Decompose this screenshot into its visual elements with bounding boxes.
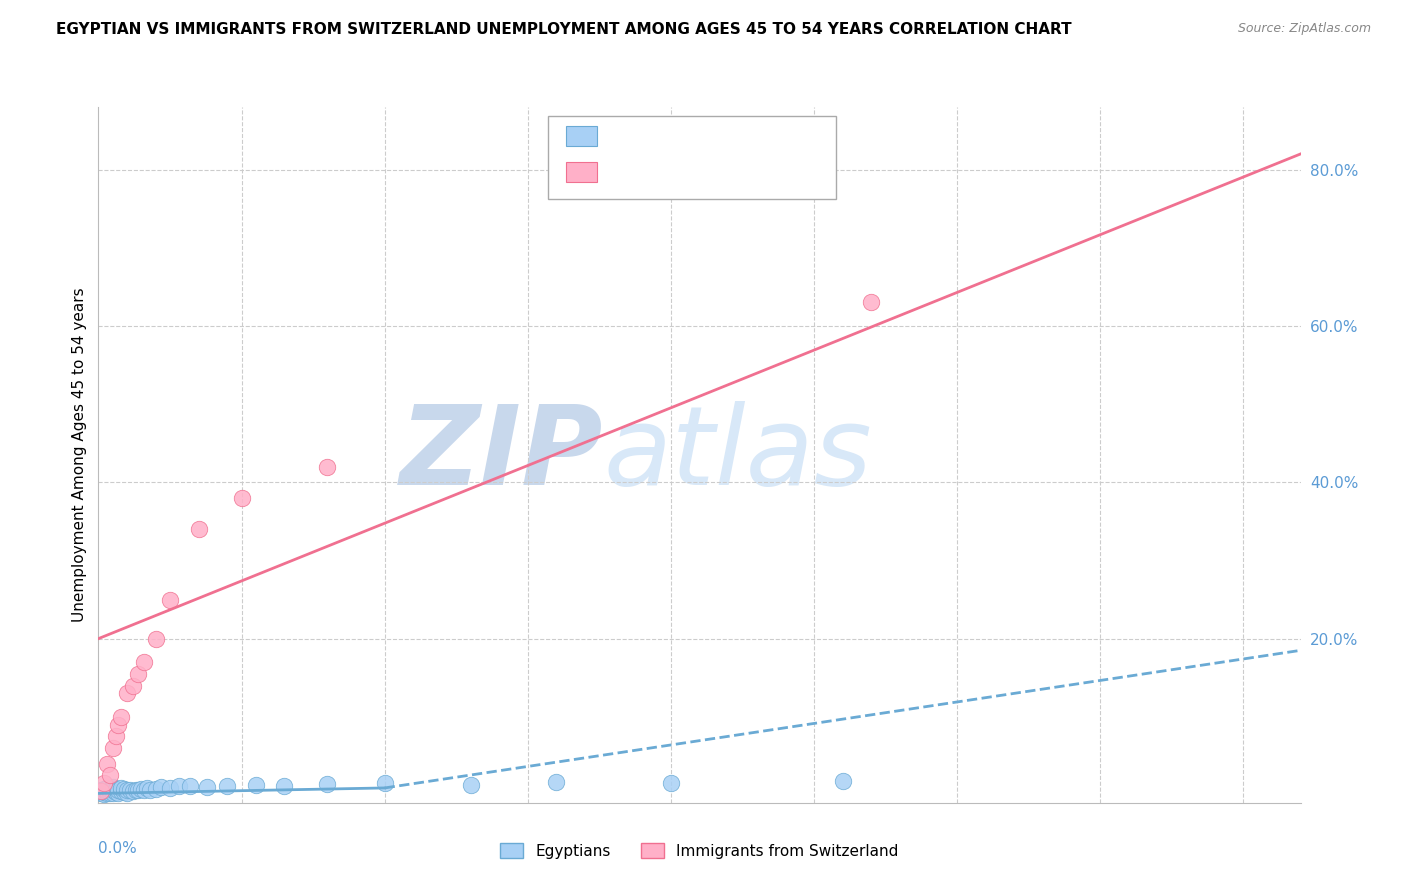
Point: [101, 783, 124, 797]
Point: [316, 459, 339, 474]
Point: [131, 781, 153, 796]
Point: [124, 782, 146, 797]
Point: [90, 786, 112, 800]
Point: [195, 780, 218, 794]
Point: [128, 666, 150, 681]
Point: [134, 782, 156, 797]
Point: [159, 780, 181, 795]
Point: [98, 782, 121, 797]
Point: [93, 776, 115, 790]
Point: [546, 775, 568, 789]
Point: [112, 781, 135, 796]
Point: [187, 522, 209, 536]
Text: EGYPTIAN VS IMMIGRANTS FROM SWITZERLAND UNEMPLOYMENT AMONG AGES 45 TO 54 YEARS C: EGYPTIAN VS IMMIGRANTS FROM SWITZERLAND …: [56, 22, 1071, 37]
Point: [460, 778, 482, 792]
Point: [110, 710, 132, 724]
Point: [145, 781, 167, 796]
Point: [110, 780, 132, 795]
Point: [118, 783, 141, 797]
Point: [136, 780, 159, 795]
Text: ZIP: ZIP: [399, 401, 603, 508]
Point: [115, 786, 138, 800]
Text: R = 0.324: R = 0.324: [605, 128, 688, 144]
Point: [115, 782, 138, 797]
Point: [134, 655, 156, 669]
Text: atlas: atlas: [603, 401, 872, 508]
Text: N = 18: N = 18: [717, 164, 775, 179]
Point: [110, 784, 132, 798]
Point: [90, 784, 112, 798]
Text: 0.0%: 0.0%: [98, 841, 138, 856]
Point: [659, 776, 682, 790]
Point: [101, 780, 124, 794]
Legend: Egyptians, Immigrants from Switzerland: Egyptians, Immigrants from Switzerland: [494, 837, 905, 864]
Point: [107, 782, 129, 797]
Point: [231, 491, 253, 505]
Point: [98, 786, 121, 800]
Point: [98, 768, 121, 782]
Point: [96, 780, 118, 795]
Point: [96, 784, 118, 798]
Text: Source: ZipAtlas.com: Source: ZipAtlas.com: [1237, 22, 1371, 36]
Point: [93, 787, 115, 801]
Point: [831, 773, 853, 788]
Point: [121, 784, 143, 798]
Point: [112, 785, 135, 799]
Point: [128, 783, 150, 797]
Point: [860, 295, 883, 310]
Point: [167, 779, 190, 793]
Point: [96, 786, 118, 800]
Point: [101, 741, 124, 756]
Point: [159, 592, 181, 607]
Point: [90, 783, 112, 797]
Point: [179, 780, 201, 794]
Point: [121, 679, 143, 693]
Point: [145, 632, 167, 646]
Point: [104, 781, 127, 796]
Point: [107, 717, 129, 731]
Point: [101, 786, 124, 800]
Point: [374, 776, 396, 790]
Text: N = 46: N = 46: [717, 128, 775, 144]
Point: [96, 756, 118, 771]
Point: [104, 785, 127, 799]
Point: [217, 779, 239, 793]
Point: [316, 777, 339, 791]
Point: [93, 781, 115, 796]
Point: [245, 778, 267, 792]
Point: [115, 686, 138, 700]
Y-axis label: Unemployment Among Ages 45 to 54 years: Unemployment Among Ages 45 to 54 years: [72, 287, 87, 623]
Point: [139, 783, 162, 797]
Point: [93, 785, 115, 799]
Point: [273, 779, 295, 793]
Point: [150, 780, 173, 794]
Text: R = 0.786: R = 0.786: [605, 164, 688, 179]
Point: [104, 730, 127, 744]
Point: [107, 786, 129, 800]
